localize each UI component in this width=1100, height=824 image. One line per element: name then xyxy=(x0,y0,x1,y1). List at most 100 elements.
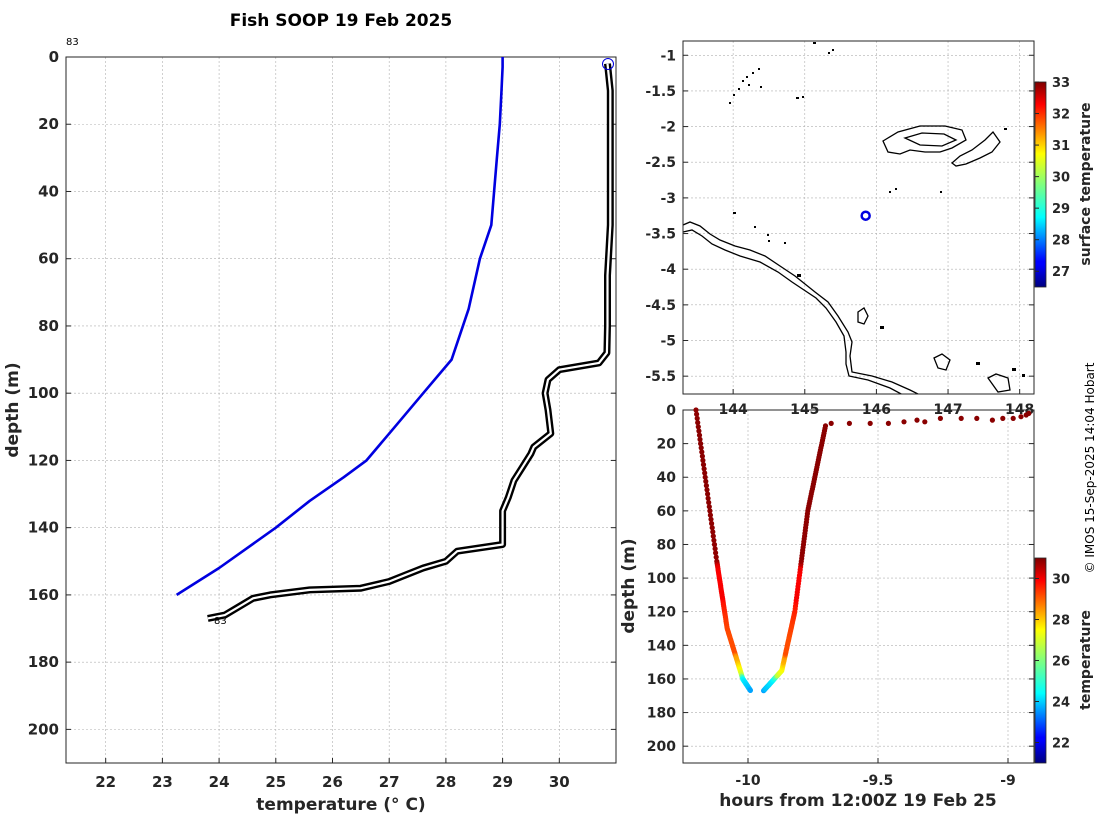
cast-point xyxy=(713,554,719,560)
figure-title: Fish SOOP 19 Feb 2025 xyxy=(230,11,453,31)
y-tick-label: 120 xyxy=(647,605,676,621)
time-depth-chart: -10 -9.5 -9 0 20 40 60 80 100 120 140 160 180 200 22… xyxy=(619,403,1094,811)
coastline-island-southwest xyxy=(857,307,869,325)
x-tick-label: 28 xyxy=(435,773,456,791)
surface-point xyxy=(1026,410,1032,416)
y-tick-label: 160 xyxy=(647,672,676,688)
cast-point xyxy=(706,504,712,510)
cast-point xyxy=(701,466,707,472)
colorbar-tick-label: 27 xyxy=(1052,265,1070,280)
coastline-island-southeast xyxy=(933,353,951,371)
cast-point xyxy=(697,436,703,442)
colorbar-tick-label: 30 xyxy=(1052,573,1070,588)
surface-point xyxy=(828,420,834,426)
cast-point xyxy=(711,541,718,548)
profile-x-label: temperature (° C) xyxy=(256,795,425,815)
y-tick-label: 40 xyxy=(38,182,59,200)
surface-point xyxy=(914,417,920,423)
colorbar-tick-label: 26 xyxy=(1052,655,1070,670)
y-tick-label: -2 xyxy=(660,120,676,136)
map-colorbar xyxy=(1034,81,1047,288)
profile-x-ticks: 22 23 24 25 26 27 28 29 30 xyxy=(95,758,570,791)
x-tick-label: 29 xyxy=(492,773,513,791)
cast-point xyxy=(713,550,719,556)
coastline-island-south xyxy=(987,373,1011,393)
colorbar-tick-label: 30 xyxy=(1052,171,1070,186)
y-tick-label: 80 xyxy=(38,317,59,335)
cast-point xyxy=(703,478,709,484)
cast-point xyxy=(706,499,712,506)
colorbar-tick-label: 31 xyxy=(1052,139,1070,154)
cast-point xyxy=(704,487,710,493)
cast-point xyxy=(693,407,699,413)
cast-point xyxy=(709,525,715,531)
cast-point xyxy=(698,445,704,451)
time-depth-colorbar-ticks: 22 24 26 28 30 xyxy=(1035,573,1070,752)
map-grid xyxy=(683,41,1034,394)
cast-point xyxy=(700,457,706,463)
map-coastlines xyxy=(683,42,1025,394)
x-tick-label: 26 xyxy=(322,773,343,791)
cast-point xyxy=(703,483,710,489)
colorbar-tick-label: 33 xyxy=(1052,76,1070,91)
profile-y-label: depth (m) xyxy=(3,362,23,457)
surface-point xyxy=(1018,414,1024,420)
profile-line-core xyxy=(207,63,612,620)
colorbar-tick-label: 29 xyxy=(1052,202,1070,217)
y-tick-label: 160 xyxy=(28,586,59,604)
y-tick-label: -1.5 xyxy=(645,84,676,100)
x-tick-label: 23 xyxy=(152,773,173,791)
y-tick-label: 140 xyxy=(28,519,59,537)
cast-point xyxy=(709,520,715,527)
time-depth-points xyxy=(693,407,1032,694)
profile-line-outline xyxy=(207,63,614,622)
y-tick-label: 180 xyxy=(28,653,59,671)
cast-point xyxy=(696,428,702,434)
time-depth-y-ticks: 0 20 40 60 80 100 120 140 160 180 200 xyxy=(647,403,1034,755)
time-depth-x-ticks: -10 -9.5 -9 xyxy=(735,758,1016,789)
map-position-marker xyxy=(860,210,871,221)
y-tick-label: -3.5 xyxy=(645,227,676,243)
cast-point xyxy=(710,529,716,535)
cast-point xyxy=(702,470,708,476)
cast-point xyxy=(708,516,714,522)
surface-point xyxy=(901,419,907,425)
surface-point xyxy=(1000,415,1006,421)
surface-point xyxy=(885,420,892,426)
surface-point xyxy=(1010,415,1016,421)
map-y-ticks: -1 -1.5 -2 -2.5 -3 -3.5 -4 -4.5 -5 -5.5 xyxy=(645,48,1034,385)
time-depth-x-label: hours from 12:00Z 19 Feb 25 xyxy=(719,791,997,811)
profile-chart: 22 23 24 25 26 27 28 29 30 0 20 40 60 80 100 120 140 160… xyxy=(3,37,617,815)
cast-point xyxy=(696,432,703,438)
surface-point xyxy=(958,415,964,421)
x-tick-label: -9.5 xyxy=(863,773,894,789)
x-tick-label: 30 xyxy=(549,773,570,791)
map-chart: 144 145 146 147 148 -1 -1.5 -2 -2.5 -3 -3.5 -4 -4.5… xyxy=(645,40,1094,418)
y-tick-label: 40 xyxy=(657,470,677,486)
x-tick-label: 27 xyxy=(379,773,400,791)
cast-point xyxy=(707,508,713,514)
x-tick-label: -10 xyxy=(735,773,761,789)
cast-point xyxy=(707,512,714,518)
surface-point xyxy=(922,419,928,425)
cast-point xyxy=(705,491,711,497)
y-tick-label: -1 xyxy=(660,48,676,64)
y-tick-label: 100 xyxy=(28,384,59,402)
profile-annotation-top: 83 xyxy=(66,37,79,48)
cast-point xyxy=(700,462,707,468)
cast-point xyxy=(710,533,716,539)
surface-point xyxy=(867,420,873,426)
cast-point xyxy=(694,411,700,417)
surface-point xyxy=(989,417,996,423)
y-tick-label: 60 xyxy=(657,504,677,520)
profile-y-ticks: 0 20 40 60 80 100 120 140 160 180 200 xyxy=(28,48,616,738)
colorbar-tick-label: 28 xyxy=(1052,234,1070,249)
x-tick-label: 22 xyxy=(95,773,116,791)
y-tick-label: 80 xyxy=(657,537,677,553)
colorbar-tick-label: 22 xyxy=(1052,737,1070,752)
surface-point xyxy=(974,415,980,421)
time-depth-y-label: depth (m) xyxy=(619,538,639,633)
cast-point xyxy=(712,546,718,552)
cast-point xyxy=(699,449,705,455)
profile-grid xyxy=(66,56,616,763)
